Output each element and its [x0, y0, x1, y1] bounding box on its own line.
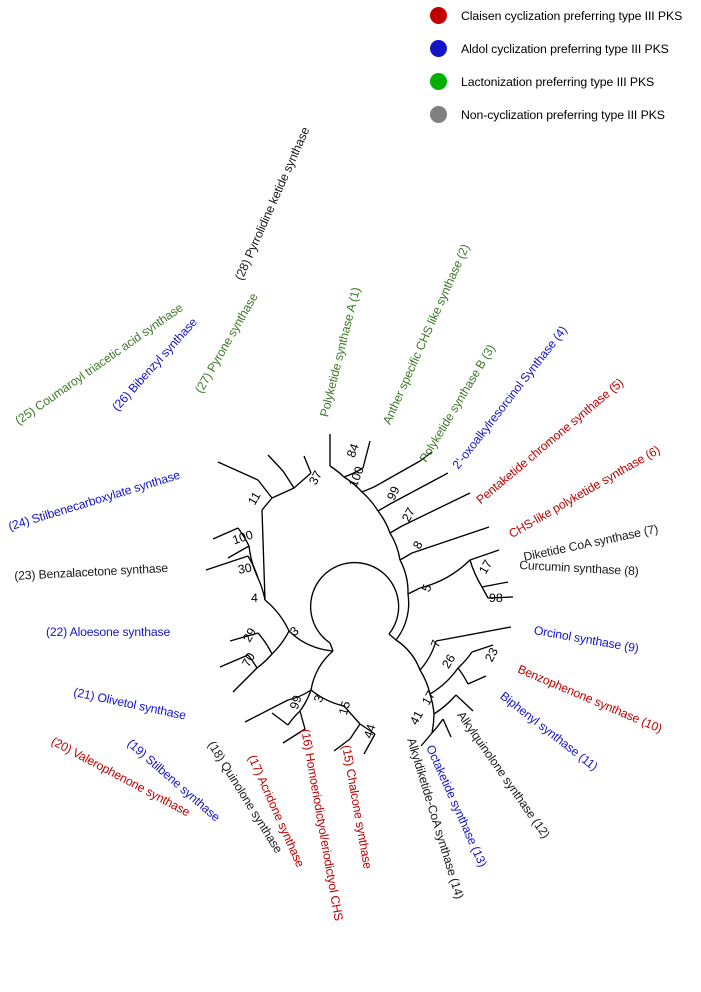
legend: Claisen cyclization preferring type III …	[430, 2, 698, 134]
branch-paths	[205, 434, 514, 755]
bootstrap-value: 4	[251, 591, 258, 605]
taxon-label-22: (22) Aloesone synthase	[46, 625, 171, 639]
bootstrap-value: 98	[489, 591, 503, 605]
claisen-color-dot	[430, 7, 447, 24]
legend-item-lactonization: Lactonization preferring type III PKS	[430, 68, 698, 95]
legend-label-noncyclization: Non-cyclization preferring type III PKS	[461, 107, 665, 122]
legend-item-aldol: Aldol cyclization preferring type III PK…	[430, 35, 698, 62]
noncyclization-color-dot	[430, 106, 447, 123]
aldol-color-dot	[430, 40, 447, 57]
legend-item-noncyclization: Non-cyclization preferring type III PKS	[430, 101, 698, 128]
lactonization-color-dot	[430, 73, 447, 90]
legend-label-aldol: Aldol cyclization preferring type III PK…	[461, 41, 669, 56]
legend-label-claisen: Claisen cyclization preferring type III …	[461, 8, 683, 23]
bootstrap-value: 30	[236, 560, 253, 577]
legend-label-lactonization: Lactonization preferring type III PKS	[461, 74, 655, 89]
legend-item-claisen: Claisen cyclization preferring type III …	[430, 2, 698, 29]
